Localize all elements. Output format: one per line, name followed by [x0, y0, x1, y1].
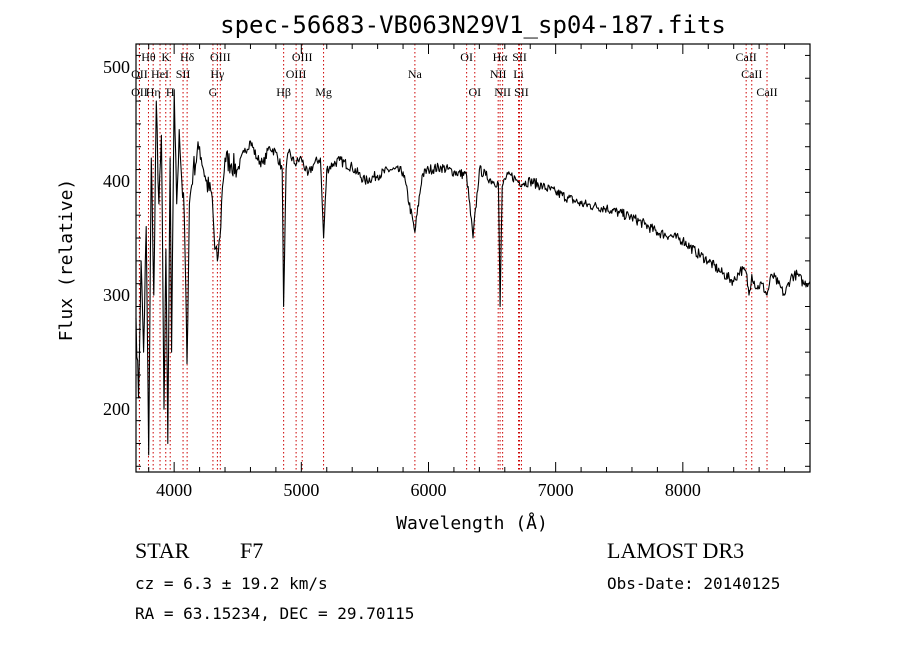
- line-label-7: Hδ: [180, 50, 195, 64]
- line-label-2: OII: [131, 85, 148, 99]
- line-label-12: Hβ: [276, 85, 291, 99]
- emission-line-labels: Hθ OII OII K HeI Hη H Hδ SII OIII Hγ G Hβ OIII OIII Mg N…: [131, 50, 778, 99]
- plot-frame: [135, 43, 811, 473]
- x-tick-label-6000: 6000: [410, 480, 446, 500]
- line-label-4: HeI: [151, 67, 169, 81]
- line-label-10: Hγ: [210, 67, 225, 81]
- y-tick-label-300: 300: [103, 285, 130, 305]
- line-label-16: Na: [408, 67, 423, 81]
- line-label-11: G: [209, 85, 218, 99]
- y-tick-label-400: 400: [103, 171, 130, 191]
- line-label-21: NII: [494, 85, 511, 99]
- sky-coordinates: RA = 63.15234, DEC = 29.70115: [135, 604, 415, 623]
- spectrum-series-line: [135, 89, 811, 456]
- x-tick-label-5000: 5000: [283, 480, 319, 500]
- line-label-13: OIII: [292, 50, 313, 64]
- object-subclass: F7: [240, 538, 264, 563]
- line-label-3: K: [161, 50, 170, 64]
- line-label-8: SII: [176, 67, 191, 81]
- line-label-27: CaII: [756, 85, 777, 99]
- line-label-22: SII: [512, 50, 527, 64]
- chart-title: spec-56683-VB063N29V1_sp04-187.fits: [220, 11, 726, 39]
- x-tick-label-7000: 7000: [538, 480, 574, 500]
- x-axis-label: Wavelength (Å): [396, 512, 548, 534]
- line-label-23: Li: [513, 67, 524, 81]
- line-label-14: OIII: [286, 67, 307, 81]
- survey-label: LAMOST DR3: [607, 538, 745, 563]
- y-tick-label-500: 500: [103, 57, 130, 77]
- y-axis-ticks: 200 300 400 500: [103, 54, 810, 467]
- line-label-9: OIII: [210, 50, 231, 64]
- line-label-1: OII: [131, 67, 148, 81]
- line-label-24: SII: [514, 85, 529, 99]
- x-axis-ticks: 4000 5000 6000 7000 8000: [148, 44, 811, 500]
- y-axis-label: Flux (relative): [56, 179, 77, 342]
- line-label-0: Hθ: [141, 50, 156, 64]
- line-label-20: NII: [490, 67, 507, 81]
- emission-line-markers: [138, 44, 768, 472]
- line-label-5: Hη: [146, 85, 161, 99]
- x-tick-label-8000: 8000: [665, 480, 701, 500]
- y-tick-label-200: 200: [103, 399, 130, 419]
- line-label-26: CaII: [741, 67, 762, 81]
- line-label-19: Hα: [493, 50, 509, 64]
- x-tick-label-4000: 4000: [156, 480, 192, 500]
- line-label-25: CaII: [735, 50, 756, 64]
- line-label-18: OI: [468, 85, 481, 99]
- line-label-17: OI: [460, 50, 473, 64]
- observation-date: Obs-Date: 20140125: [607, 574, 781, 593]
- line-label-15: Mg: [315, 85, 332, 99]
- object-class: STAR: [135, 538, 190, 563]
- redshift-velocity: cz = 6.3 ± 19.2 km/s: [135, 574, 328, 593]
- plot-axes: [135, 43, 811, 473]
- line-label-6: H: [166, 85, 175, 99]
